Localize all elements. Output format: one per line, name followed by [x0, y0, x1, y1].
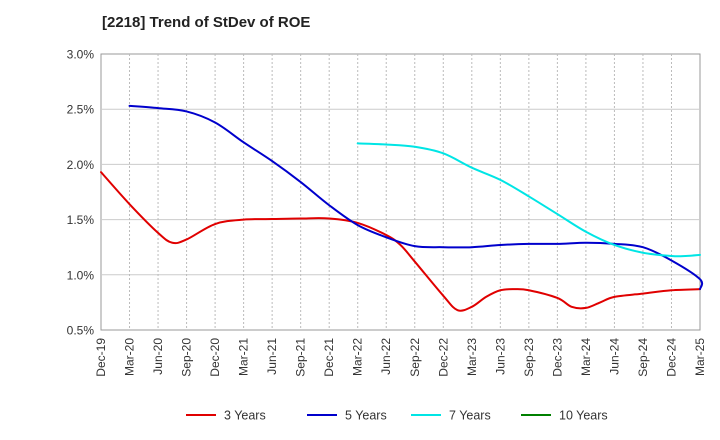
x-tick-label: Jun-24 — [607, 338, 621, 375]
legend-label: 5 Years — [345, 409, 387, 423]
chart-title: [2218] Trend of StDev of ROE — [102, 14, 311, 31]
x-tick-label: Dec-19 — [94, 338, 108, 377]
x-tick-label: Mar-22 — [351, 338, 365, 376]
x-tick-label: Sep-21 — [294, 338, 308, 377]
x-tick-label: Mar-20 — [123, 338, 137, 376]
x-tick-label: Sep-20 — [180, 338, 194, 377]
x-tick-label: Dec-20 — [208, 338, 222, 377]
legend-label: 10 Years — [559, 409, 608, 423]
series-line-7-years — [356, 142, 701, 258]
x-tick-label: Mar-23 — [465, 338, 479, 376]
legend-label: 3 Years — [224, 409, 266, 423]
y-tick-label: 1.0% — [67, 268, 95, 282]
x-tick-label: Jun-23 — [493, 338, 507, 375]
x-tick-label: Sep-23 — [522, 338, 536, 377]
y-tick-label: 2.0% — [67, 158, 95, 172]
y-tick-label: 2.5% — [67, 103, 95, 117]
x-tick-label: Jun-22 — [379, 338, 393, 375]
x-tick-label: Sep-22 — [408, 338, 422, 377]
x-tick-label: Mar-24 — [579, 338, 593, 376]
legend-label: 7 Years — [449, 409, 491, 423]
y-tick-label: 3.0% — [67, 48, 95, 62]
x-tick-label: Jun-20 — [151, 338, 165, 375]
x-tick-label: Dec-22 — [436, 338, 450, 377]
x-tick-label: Mar-21 — [237, 338, 251, 376]
x-tick-label: Sep-24 — [636, 338, 650, 377]
x-tick-label: Jun-21 — [265, 338, 279, 375]
x-tick-label: Mar-25 — [693, 338, 707, 376]
y-tick-label: 1.5% — [67, 213, 95, 227]
series-line-3-years — [100, 171, 701, 312]
x-tick-label: Dec-24 — [664, 338, 678, 377]
plot-area — [100, 53, 701, 331]
x-tick-label: Dec-23 — [550, 338, 564, 377]
y-tick-label: 0.5% — [67, 324, 95, 338]
series-line-5-years — [128, 104, 704, 291]
x-tick-label: Dec-21 — [322, 338, 336, 377]
